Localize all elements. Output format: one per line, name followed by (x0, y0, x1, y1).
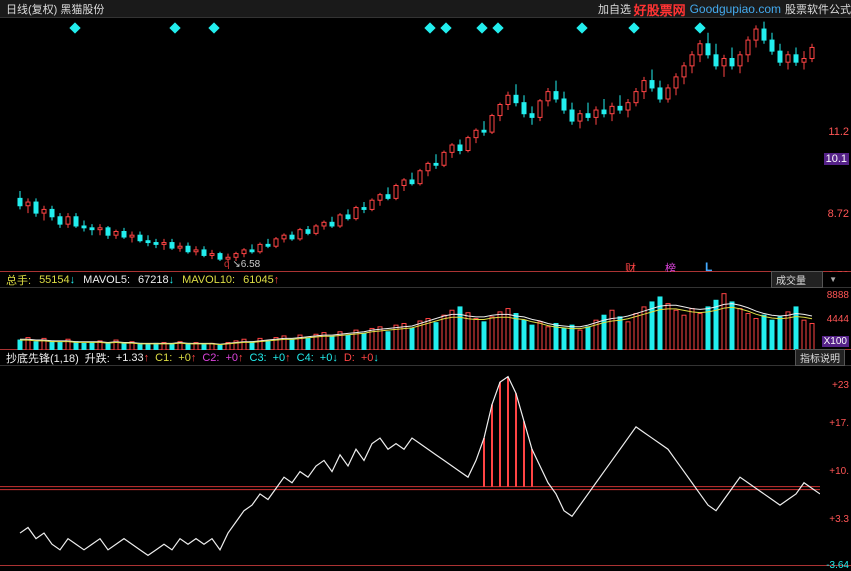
c2-label: C2: (202, 352, 219, 364)
ind-axis-label: +3.3 (829, 514, 849, 525)
d-label: D: (344, 352, 355, 364)
watermark-cn: 好股票网 (634, 0, 686, 19)
dropdown-icon[interactable]: ▼ (829, 275, 837, 284)
mavol5-label: MAVOL5: (83, 274, 130, 286)
c1-value: +0↑ (178, 352, 196, 364)
price-axis-label: 10.1 (824, 153, 849, 165)
c2-value: +0↑ (225, 352, 243, 364)
vol-axis-label: X100 (822, 336, 849, 347)
ind-name: 抄底先锋(1,18) (6, 350, 79, 366)
add-favorite[interactable]: 加自选 (598, 1, 631, 17)
sz-value: +1.33↑ (116, 352, 149, 364)
zongshou-value: 55154↓ (39, 274, 75, 286)
c4-value: +0↓ (320, 352, 338, 364)
mavol10-value: 61045↑ (243, 274, 279, 286)
mavol5-value: 67218↓ (138, 274, 174, 286)
vol-axis-label: 4444 (827, 314, 849, 325)
indicator-select[interactable]: 成交量 (771, 271, 823, 288)
watermark-en: Goodgupiao.com (690, 2, 781, 16)
indicator-header: 抄底先锋(1,18) 升跌: +1.33↑ C1: +0↑ C2: +0↑ C3: +… (0, 350, 851, 366)
c1-label: C1: (155, 352, 172, 364)
indicator-help-button[interactable]: 指标说明 (795, 349, 845, 366)
watermark-tail: 股票软件公式 (785, 1, 851, 17)
low-marker: q ↘6.58 (224, 259, 260, 270)
d-value: +0↓ (361, 352, 379, 364)
c4-label: C4: (297, 352, 314, 364)
price-axis-label: 11.2 (828, 126, 849, 138)
watermark: 好股票网 Goodgupiao.com 股票软件公式 (634, 0, 851, 18)
ind-axis-label: +10. (829, 466, 849, 477)
indicator-panel[interactable]: +23+17.+10.+3.3-3.64 (0, 366, 851, 566)
c3-label: C3: (250, 352, 267, 364)
chart-title: 日线(复权) 黑猫股份 (6, 1, 104, 17)
top-bar: 日线(复权) 黑猫股份 加自选 好股票网 Goodgupiao.com 股票软件… (0, 0, 851, 18)
c3-value: +0↑ (273, 352, 291, 364)
ind-axis-label: -3.64 (826, 560, 849, 571)
sz-label: 升跌: (85, 350, 110, 366)
zongshou-label: 总手: (6, 272, 31, 288)
mavol10-label: MAVOL10: (182, 274, 235, 286)
price-axis-label: 8.72 (828, 208, 849, 220)
vol-axis-label: 8888 (827, 290, 849, 301)
volume-header: 总手: 55154↓ MAVOL5: 67218↓ MAVOL10: 61045… (0, 272, 851, 288)
volume-panel[interactable]: 8888 4444 X100 (0, 288, 851, 350)
ind-axis-label: +23 (832, 380, 849, 391)
ind-axis-label: +17. (829, 418, 849, 429)
price-panel[interactable]: 11.210.18.726.58q ↘6.58财榜L (0, 18, 851, 272)
